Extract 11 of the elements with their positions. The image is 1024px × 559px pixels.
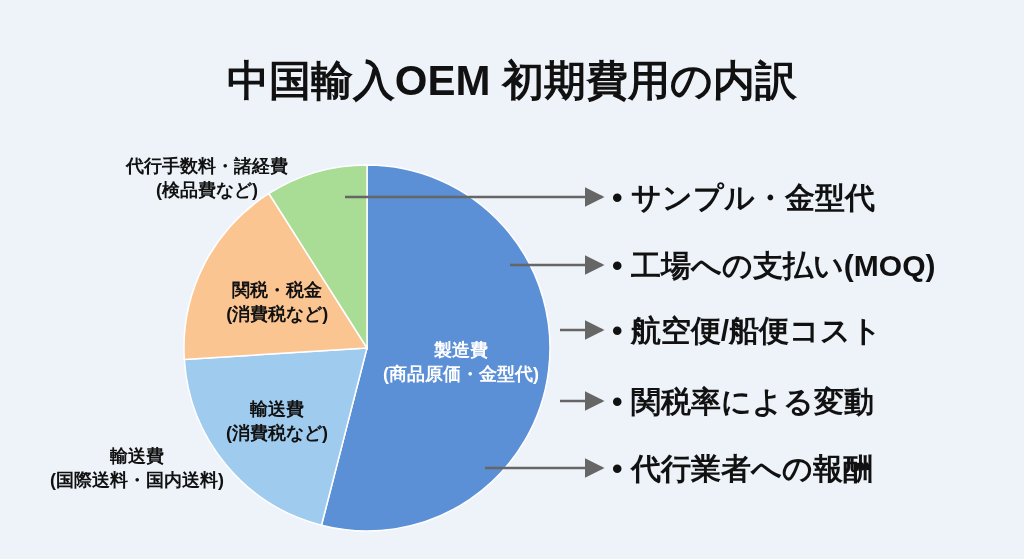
slice-label: 関税・税金 (消費税など) [226,280,329,325]
text: • 代行業者への報酬 [612,452,873,485]
text: • サンプル・金型代 [612,181,875,214]
text: • 工場への支払い(MOQ) [612,249,936,282]
text: • 関税率による変動 [612,385,874,418]
text: • 航空便/船便コスト [612,314,883,347]
slice-label: 代行手数料・諸経費 (検品費など) [125,156,288,200]
text: 輸送費 (消費税など) [226,399,328,443]
slice-label: 輸送費 (国際送料・国内送料) [50,446,224,490]
slice-label: 製造費 (商品原価・金型代) [382,339,539,384]
chart-title: 中国輸入OEM 初期費用の内訳 [226,57,799,104]
